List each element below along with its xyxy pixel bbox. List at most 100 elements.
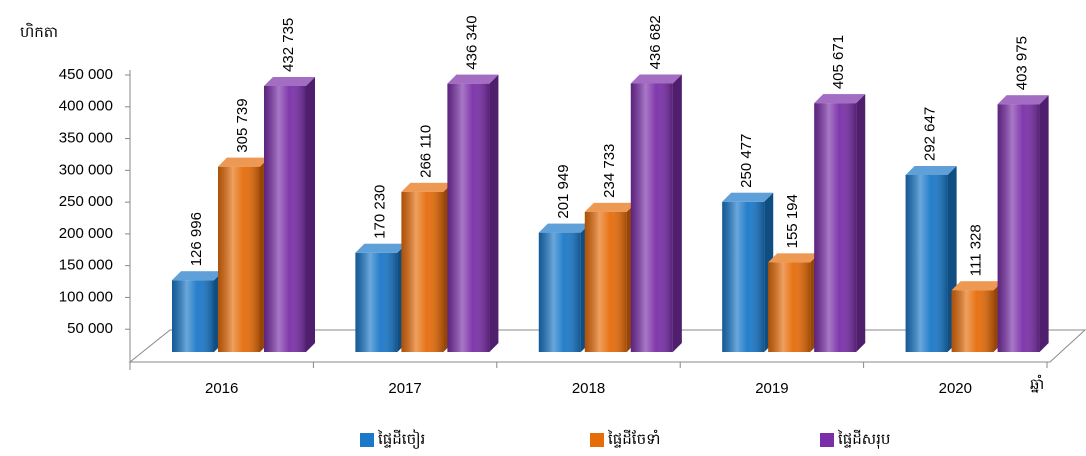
bar-shine bbox=[218, 166, 260, 352]
bar bbox=[722, 192, 774, 352]
value-label: 292 647 bbox=[922, 107, 939, 161]
bar-top-light bbox=[630, 74, 682, 84]
bar-top-light bbox=[584, 202, 636, 212]
bar-side bbox=[1039, 95, 1049, 353]
bar-top bbox=[218, 157, 269, 167]
bar bbox=[172, 271, 223, 352]
bar-top-light bbox=[997, 95, 1049, 105]
legend-label: ផ្ទៃដីចែទាំ bbox=[607, 429, 660, 448]
x-tick-label: 2019 bbox=[755, 380, 788, 397]
bar-shine bbox=[951, 290, 994, 352]
bar-shine bbox=[584, 211, 627, 352]
legend-marker bbox=[590, 433, 604, 447]
bar-top bbox=[401, 182, 453, 192]
y-tick-label: 400 000 bbox=[59, 98, 113, 115]
value-label: 234 733 bbox=[601, 144, 618, 198]
value-label: 266 110 bbox=[417, 125, 434, 178]
legend-label: ផ្ទៃដីចៀរ bbox=[377, 429, 425, 449]
bar bbox=[538, 223, 590, 352]
y-tick-label: 50 000 bbox=[67, 320, 113, 337]
bar bbox=[447, 74, 499, 352]
value-label: 403 975 bbox=[1014, 36, 1031, 90]
bar-top bbox=[951, 281, 1003, 291]
bar-shine bbox=[997, 104, 1040, 353]
bar-shine bbox=[768, 262, 811, 352]
x-tick-label: 2020 bbox=[939, 380, 972, 397]
bar-shine bbox=[447, 83, 490, 352]
value-label: 436 340 bbox=[463, 15, 480, 69]
x-tick-label: 2018 bbox=[572, 380, 605, 397]
bar-top-light bbox=[447, 74, 499, 84]
bar-top-light bbox=[172, 271, 223, 281]
value-label: 405 671 bbox=[830, 35, 847, 89]
bar-shine bbox=[538, 232, 581, 352]
bar-top-light bbox=[722, 192, 774, 202]
value-label: 432 735 bbox=[280, 18, 297, 72]
value-label: 436 682 bbox=[647, 15, 664, 69]
x-tick-label: 2016 bbox=[205, 380, 238, 397]
bar-top-light bbox=[538, 223, 590, 233]
bar-top bbox=[264, 76, 315, 86]
value-label: 155 194 bbox=[784, 194, 801, 248]
bar-top-light bbox=[814, 94, 866, 104]
bar-side-shade bbox=[856, 94, 866, 352]
bar bbox=[355, 243, 407, 352]
value-label: 250 477 bbox=[738, 134, 755, 188]
x-tick-label: 2017 bbox=[388, 380, 421, 397]
bar-shine bbox=[264, 85, 306, 352]
bar-top bbox=[584, 202, 636, 212]
bar-top-light bbox=[768, 253, 820, 263]
value-label: 126 996 bbox=[188, 212, 205, 266]
bar-top bbox=[630, 74, 682, 84]
y-axis-label: ហិកតា bbox=[20, 22, 58, 41]
bar-top bbox=[355, 243, 407, 253]
bar-top bbox=[814, 94, 866, 104]
bar-top bbox=[905, 166, 957, 176]
bar-shine bbox=[172, 280, 214, 352]
bar-top bbox=[447, 74, 499, 84]
bar-top-light bbox=[951, 281, 1003, 291]
x-axis-label: ឆ្នាំ bbox=[1030, 374, 1044, 393]
y-tick-label: 200 000 bbox=[59, 225, 113, 242]
bar bbox=[584, 202, 636, 352]
bar-side bbox=[306, 76, 315, 352]
bar-side bbox=[489, 74, 499, 352]
bar-top bbox=[997, 95, 1049, 105]
bar-top-light bbox=[905, 166, 957, 176]
bar-top-light bbox=[218, 157, 269, 167]
bar-shine bbox=[355, 252, 398, 352]
y-tick-label: 150 000 bbox=[59, 257, 113, 274]
bar-side-shade bbox=[1039, 95, 1049, 353]
value-label: 170 230 bbox=[371, 185, 388, 239]
bar-side-shade bbox=[489, 74, 499, 352]
bar-top-light bbox=[355, 243, 407, 253]
y-tick-label: 300 000 bbox=[59, 161, 113, 178]
bar bbox=[218, 157, 269, 352]
legend-marker bbox=[360, 433, 374, 447]
bar bbox=[951, 281, 1003, 352]
bar bbox=[264, 76, 315, 352]
bar-top bbox=[538, 223, 590, 233]
bar-top bbox=[722, 192, 774, 202]
bar-side-shade bbox=[672, 74, 682, 353]
bar-side-shade bbox=[306, 76, 315, 352]
bar-top-light bbox=[264, 76, 315, 86]
bar-shine bbox=[905, 175, 948, 352]
bar-top bbox=[172, 271, 223, 281]
floor bbox=[128, 329, 1086, 363]
bar bbox=[768, 253, 820, 352]
y-tick-label: 450 000 bbox=[59, 66, 113, 83]
bar-shine bbox=[814, 103, 857, 352]
bar-side bbox=[856, 94, 866, 352]
y-tick-label: 250 000 bbox=[59, 193, 113, 210]
bar-shine bbox=[401, 191, 444, 352]
bar bbox=[401, 182, 453, 352]
y-tick-label: 350 000 bbox=[59, 130, 113, 147]
bar-top bbox=[768, 253, 820, 263]
bar-shine bbox=[722, 201, 765, 352]
legend-label: ផ្ទៃដីសរុប bbox=[837, 429, 890, 449]
y-tick-label: 100 000 bbox=[59, 288, 113, 305]
legend-marker bbox=[820, 433, 834, 447]
bar bbox=[814, 94, 866, 352]
